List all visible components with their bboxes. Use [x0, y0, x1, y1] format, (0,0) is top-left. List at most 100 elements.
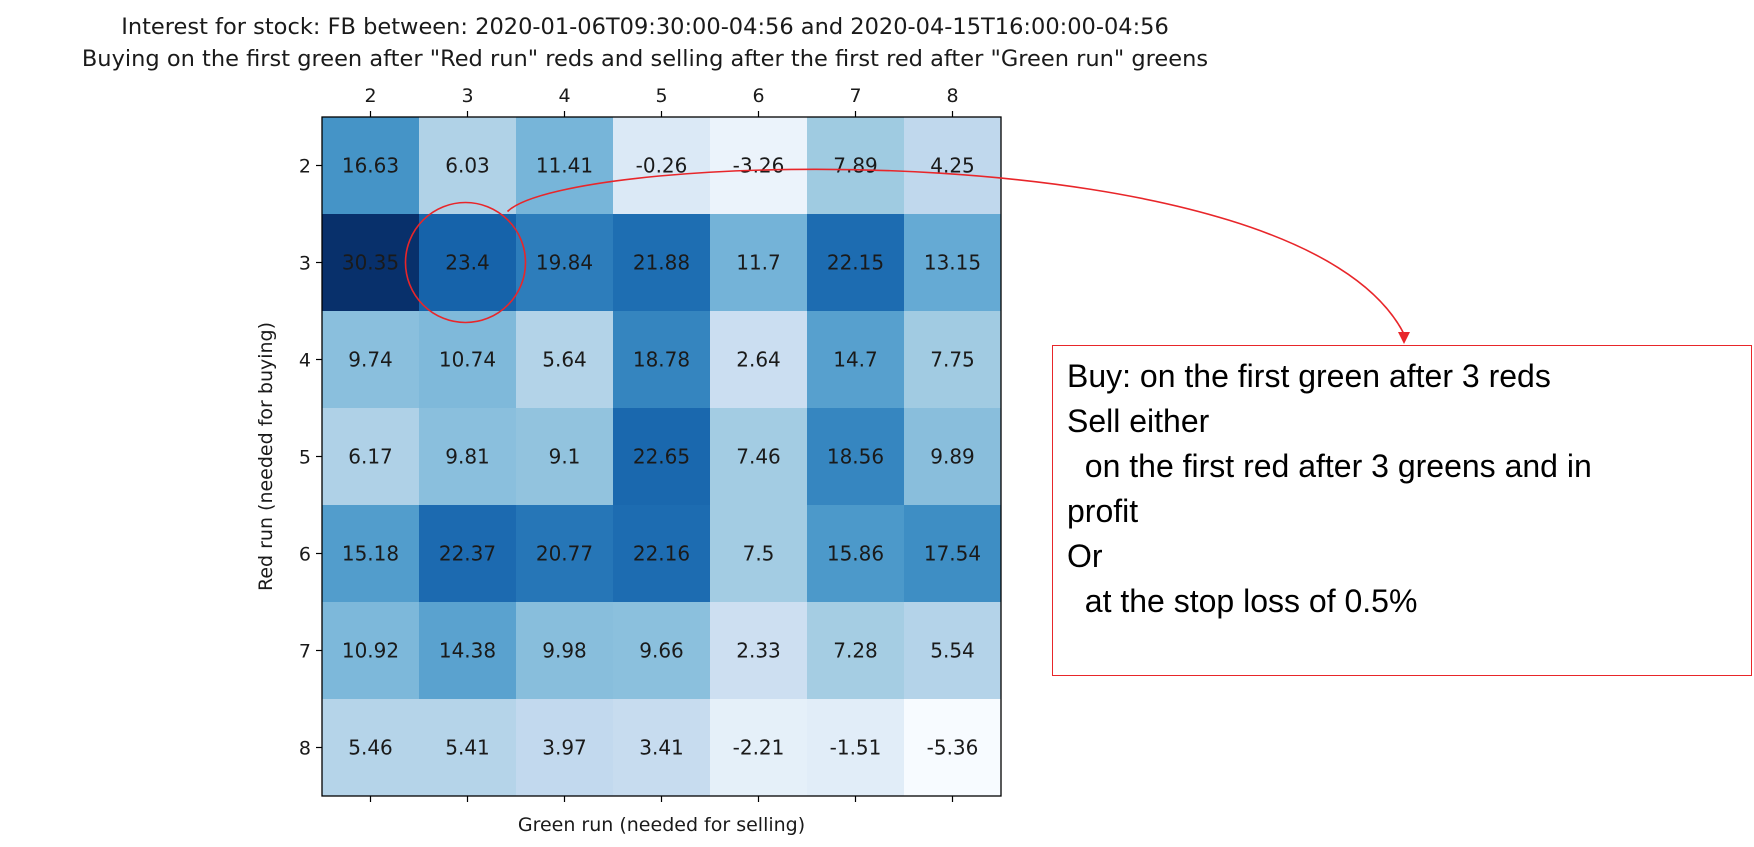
heatmap-cell	[807, 505, 905, 603]
cell-value-label: 19.84	[536, 251, 593, 275]
heatmap-cell	[516, 505, 614, 603]
heatmap-cell	[419, 505, 517, 603]
heatmap-cell	[516, 602, 614, 700]
cell-value-label: 9.66	[639, 639, 684, 663]
cell-value-label: 5.54	[930, 639, 975, 663]
heatmap-cell	[613, 699, 711, 797]
heatmap-cell	[710, 408, 808, 506]
cell-value-label: -0.26	[636, 154, 688, 178]
heatmap-cell	[322, 505, 420, 603]
heatmap-cell	[322, 311, 420, 409]
cell-value-label: 18.56	[827, 445, 884, 469]
cell-value-label: 2.33	[736, 639, 781, 663]
heatmap-cell	[904, 408, 1002, 506]
heatmap-cell	[807, 408, 905, 506]
y-axis-label: Red run (needed for buying)	[255, 322, 277, 591]
cell-value-label: 7.28	[833, 639, 878, 663]
cell-value-label: 15.86	[827, 542, 884, 566]
x-tick-label: 5	[655, 85, 667, 107]
callout-line: Buy: on the first green after 3 reds	[1067, 358, 1551, 394]
heatmap-cell	[904, 311, 1002, 409]
x-tick-label: 7	[849, 85, 861, 107]
callout-line: profit	[1067, 493, 1139, 529]
cell-value-label: 15.18	[342, 542, 399, 566]
y-tick-label: 4	[299, 350, 311, 372]
heatmap-cell	[322, 117, 420, 215]
heatmap-cell	[322, 699, 420, 797]
cell-value-label: -1.51	[830, 736, 882, 760]
heatmap-cell	[322, 602, 420, 700]
x-tick-label: 3	[461, 85, 473, 107]
cell-value-label: 11.7	[736, 251, 781, 275]
cell-value-label: 7.75	[930, 348, 975, 372]
heatmap-cell	[516, 699, 614, 797]
cell-value-label: 14.7	[833, 348, 878, 372]
heatmap-cell	[904, 117, 1002, 215]
y-tick-label: 3	[299, 253, 311, 275]
heatmap-cell	[710, 602, 808, 700]
heatmap-cell	[710, 214, 808, 312]
highlight-circle	[404, 201, 527, 324]
heatmap-cell	[419, 311, 517, 409]
cell-value-label: 20.77	[536, 542, 593, 566]
strategy-callout: Buy: on the first green after 3 reds Sel…	[1052, 345, 1752, 676]
cell-value-label: 9.89	[930, 445, 975, 469]
y-tick-label: 5	[299, 447, 311, 469]
y-tick-label: 7	[299, 641, 311, 663]
heatmap-cell	[710, 117, 808, 215]
callout-line: Or	[1067, 538, 1103, 574]
cell-value-label: 10.92	[342, 639, 399, 663]
chart-subtitle: Buying on the first green after "Red run…	[81, 46, 1209, 72]
heatmap-cell	[904, 505, 1002, 603]
heatmap-cell	[613, 408, 711, 506]
cell-value-label: 6.17	[348, 445, 393, 469]
callout-line: at the stop loss of 0.5%	[1067, 583, 1418, 619]
y-tick-label: 8	[299, 738, 311, 760]
cell-value-label: 17.54	[924, 542, 981, 566]
callout-line: Sell either	[1067, 403, 1210, 439]
cell-value-label: 9.81	[445, 445, 490, 469]
heatmap-cell	[516, 408, 614, 506]
x-tick-label: 2	[364, 85, 376, 107]
heatmap-cell	[710, 505, 808, 603]
cell-value-label: 22.15	[827, 251, 884, 275]
cell-value-label: 7.5	[743, 542, 775, 566]
heatmap-cell	[807, 602, 905, 700]
heatmap-cell	[710, 311, 808, 409]
cell-value-label: 22.37	[439, 542, 496, 566]
heatmap-cell	[322, 214, 420, 312]
heatmap-cell	[904, 602, 1002, 700]
heatmap-cell	[710, 699, 808, 797]
heatmap-cell	[904, 214, 1002, 312]
heatmap-cell	[516, 311, 614, 409]
cell-value-label: 9.1	[549, 445, 581, 469]
cell-value-label: 22.65	[633, 445, 690, 469]
heatmap-cell	[419, 408, 517, 506]
heatmap-cell	[613, 214, 711, 312]
heatmap-cell	[807, 699, 905, 797]
cell-value-label: 18.78	[633, 348, 690, 372]
heatmap-cell	[613, 311, 711, 409]
heatmap-cell	[516, 214, 614, 312]
heatmap-cell	[419, 602, 517, 700]
cell-value-label: -5.36	[927, 736, 979, 760]
x-tick-label: 8	[946, 85, 958, 107]
heatmap-cell	[807, 311, 905, 409]
heatmap-cell	[613, 505, 711, 603]
cell-value-label: 7.46	[736, 445, 781, 469]
cell-value-label: 5.46	[348, 736, 393, 760]
y-tick-label: 2	[299, 156, 311, 178]
cell-value-label: 6.03	[445, 154, 490, 178]
cell-value-label: -2.21	[733, 736, 785, 760]
cell-value-label: 5.41	[445, 736, 490, 760]
cell-value-label: 3.97	[542, 736, 587, 760]
chart-title: Interest for stock: FB between: 2020-01-…	[121, 14, 1169, 40]
callout-line: on the first red after 3 greens and in	[1067, 448, 1592, 484]
y-tick-label: 6	[299, 544, 311, 566]
cell-value-label: 5.64	[542, 348, 587, 372]
callout-arrow-line	[506, 168, 1405, 335]
heatmap-cell	[807, 117, 905, 215]
heatmap-cell	[419, 699, 517, 797]
heatmap-cell	[613, 117, 711, 215]
heatmap-cell	[419, 117, 517, 215]
